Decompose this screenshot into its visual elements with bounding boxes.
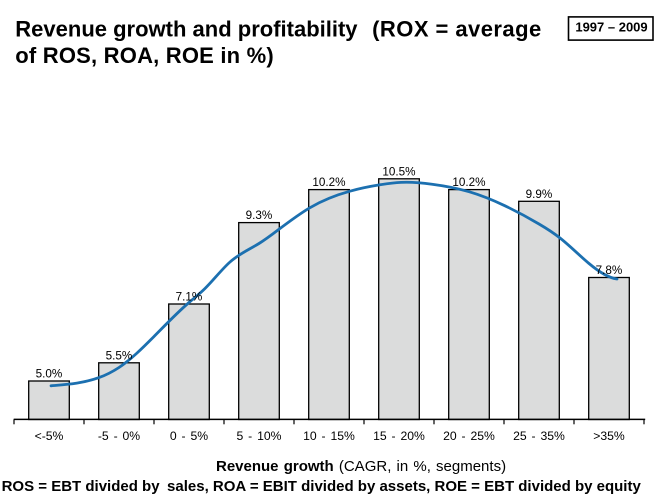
- svg-text:<-5%: <-5%: [35, 429, 64, 443]
- svg-text:-5 - 0%: -5 - 0%: [98, 429, 140, 443]
- svg-text:9.3%: 9.3%: [246, 209, 273, 222]
- svg-text:0 - 5%: 0 - 5%: [170, 429, 208, 443]
- svg-text:7.1%: 7.1%: [176, 291, 203, 304]
- svg-text:Revenue growth and profitabili: Revenue growth and profitability (ROX = a…: [15, 17, 541, 42]
- svg-text:15 - 20%: 15 - 20%: [373, 429, 425, 443]
- svg-text:Revenue growth (CAGR, in %, se: Revenue growth (CAGR, in %, segments): [216, 458, 506, 475]
- svg-text:7.8%: 7.8%: [596, 264, 623, 277]
- svg-text:of ROS, ROA, ROE in %): of ROS, ROA, ROE in %): [15, 43, 274, 68]
- svg-text:10.5%: 10.5%: [382, 165, 415, 178]
- svg-text:1997 – 2009: 1997 – 2009: [575, 20, 647, 35]
- svg-text:ROS = EBT divided by sales, RO: ROS = EBT divided by sales, ROA = EBIT d…: [2, 478, 642, 495]
- svg-text:10.2%: 10.2%: [452, 176, 485, 189]
- svg-text:10 - 15%: 10 - 15%: [303, 429, 355, 443]
- svg-text:20 - 25%: 20 - 25%: [443, 429, 495, 443]
- svg-text:5.0%: 5.0%: [36, 368, 63, 381]
- svg-text:10.2%: 10.2%: [312, 176, 345, 189]
- svg-text:9.9%: 9.9%: [526, 188, 553, 201]
- svg-text:>35%: >35%: [593, 429, 625, 443]
- svg-text:25 - 35%: 25 - 35%: [513, 429, 565, 443]
- svg-text:5 - 10%: 5 - 10%: [236, 429, 281, 443]
- svg-text:5.5%: 5.5%: [106, 349, 133, 362]
